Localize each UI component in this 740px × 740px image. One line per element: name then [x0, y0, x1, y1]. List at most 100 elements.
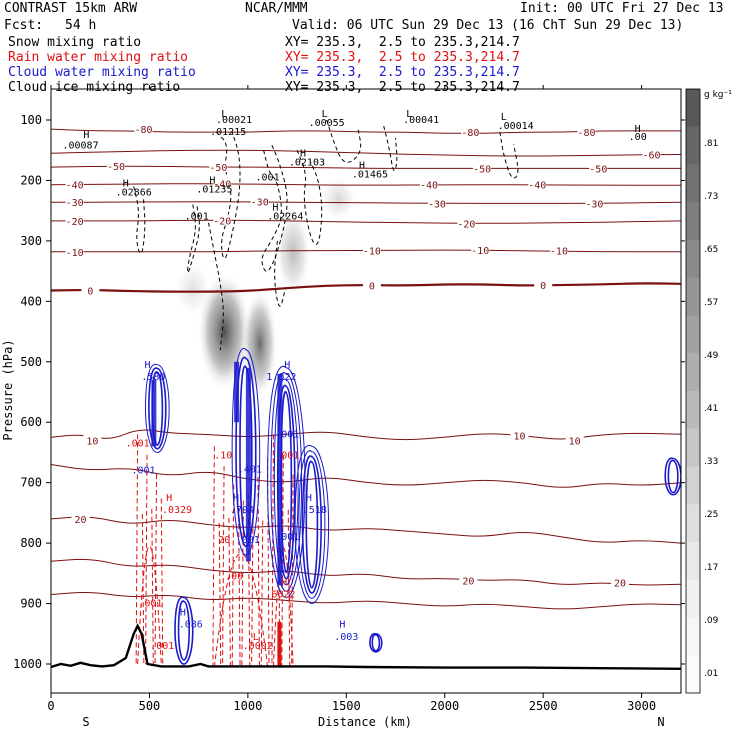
rain-label: .001	[275, 450, 299, 461]
colorbar-swatch	[686, 315, 700, 354]
rain-core	[277, 621, 282, 668]
snow-label: .00087	[62, 140, 98, 151]
model-title: CONTRAST 15km ARW	[4, 1, 138, 16]
y-tick-label: 800	[20, 536, 42, 550]
legend-ice: Cloud ice mixing ratio	[8, 80, 181, 95]
colorbar-swatch	[686, 391, 700, 430]
cloud-core	[277, 373, 283, 586]
cloud-label: .001	[275, 532, 299, 543]
rain-label: H	[281, 577, 287, 588]
rain-contour	[213, 553, 269, 668]
colorbar-swatch	[686, 617, 700, 656]
snow-label: .00021	[216, 115, 252, 126]
isotherm-label: 10	[569, 436, 581, 447]
snow-label: H	[300, 148, 306, 159]
isotherm-label: -20	[457, 219, 475, 230]
cloud-label: H	[339, 620, 345, 631]
rain-contour	[160, 498, 164, 665]
cloud-label: .794	[230, 505, 254, 516]
colorbar-swatch	[686, 428, 700, 467]
isotherm-label: -40	[213, 179, 231, 190]
cloud-label: .001	[131, 466, 155, 477]
isotherm-label-bg	[642, 148, 661, 160]
snow-label: L	[322, 109, 328, 120]
isotherm-label-bg	[213, 177, 232, 189]
isotherm-label-bg	[65, 214, 84, 226]
isotherm-label-bg	[534, 279, 553, 291]
isotherm-label-bg	[471, 243, 490, 255]
rain-contour	[151, 508, 154, 665]
cloud-contour	[235, 356, 257, 548]
snow-contour	[208, 222, 224, 351]
cloud-contour	[301, 455, 322, 594]
legend-snow-xy: XY= 235.3, 2.5 to 235.3,214.7	[285, 35, 520, 50]
colorbar-swatch	[686, 164, 700, 203]
snow-label: .02264	[267, 212, 303, 223]
isotherm-label: -10	[363, 247, 381, 258]
isotherm-label-bg	[209, 161, 228, 173]
rain-contour	[238, 508, 241, 668]
isotherm-label: -30	[428, 199, 446, 210]
legend-cloud: Cloud water mixing ratio	[8, 65, 196, 80]
colorbar-label: .57	[704, 298, 718, 308]
colorbar-label: .81	[704, 139, 718, 149]
cloud-contour	[144, 363, 170, 453]
cloud-contour	[667, 459, 679, 494]
isotherm-label: -10	[550, 247, 568, 258]
isotherm-label: -30	[585, 199, 603, 210]
snow-label: L	[406, 109, 412, 120]
rain-label: .0002	[243, 641, 273, 652]
rain-contour	[287, 509, 291, 668]
y-tick-label: 400	[20, 294, 42, 308]
isotherm-label-bg	[65, 178, 84, 190]
cloud-label: 1.022	[266, 372, 296, 383]
cloud-label: .001	[236, 535, 260, 546]
y-tick-label: 600	[20, 415, 42, 429]
rain-contour	[222, 466, 225, 668]
y-tick-label: 100	[20, 113, 42, 127]
colorbar-swatch	[686, 466, 700, 505]
isotherm-label-bg	[528, 178, 547, 190]
rain-contour	[212, 446, 215, 668]
isotherm-label: -60	[642, 150, 660, 161]
colorbar-swatch	[686, 202, 700, 241]
colorbar-unit: g kg⁻¹	[704, 90, 732, 100]
colorbar-swatch	[686, 89, 700, 128]
isotherm-label-bg	[71, 512, 90, 524]
colorbar-label: .49	[704, 351, 719, 361]
cloud-label: .518	[303, 505, 327, 516]
isotherm-label-bg	[589, 162, 608, 174]
cloud-contour	[369, 632, 383, 653]
isotherm-label-bg	[510, 429, 529, 441]
cloud-contour	[305, 460, 319, 589]
cloud-label: H	[180, 608, 186, 619]
snow-contour	[133, 186, 146, 254]
isotherm-label: 20	[75, 515, 87, 526]
x-tick-label: 2500	[529, 699, 558, 713]
cloud-core	[234, 361, 240, 423]
y-tick-label: 1000	[13, 657, 42, 671]
isotherm-label: -50	[107, 162, 125, 173]
snow-label: H	[209, 175, 215, 186]
rain-label: .001	[126, 438, 150, 449]
snow-contour	[187, 204, 200, 274]
colorbar-swatch	[686, 579, 700, 618]
snow-label: L	[501, 112, 507, 123]
isotherm-label: -80	[577, 128, 595, 139]
rain-contour	[231, 484, 235, 668]
legend-cloud-xy: XY= 235.3, 2.5 to 235.3,214.7	[285, 65, 520, 80]
colorbar-label: .17	[704, 563, 718, 573]
cloud-label: .580	[141, 372, 165, 383]
isotherm-label: -30	[66, 198, 84, 209]
isotherm-label: 20	[462, 577, 474, 588]
y-tick-label: 700	[20, 476, 42, 490]
isotherm-label-bg	[65, 196, 84, 208]
snow-label: H	[359, 160, 365, 171]
x-tick-label: 2000	[430, 699, 459, 713]
x-axis-title: Distance (km)	[318, 715, 412, 729]
isotherm-label-bg	[577, 126, 596, 138]
end-label-north: N	[657, 715, 664, 729]
snow-shade-blob	[275, 208, 312, 297]
cloud-label: .401	[238, 464, 262, 475]
snow-label: .001	[256, 172, 280, 183]
